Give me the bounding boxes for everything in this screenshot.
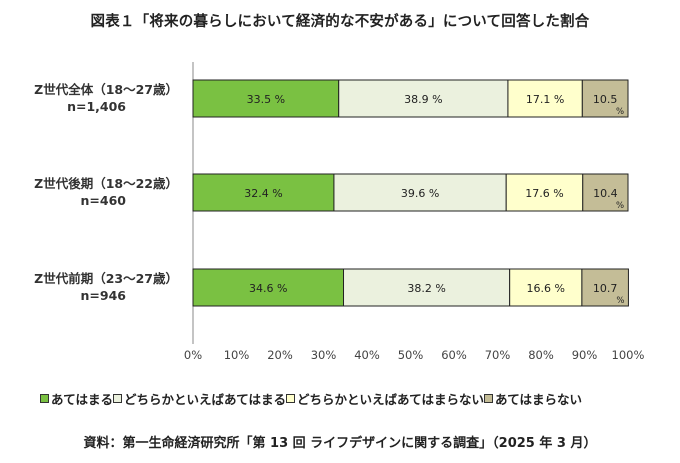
data-label: 17.1 % <box>526 93 564 106</box>
x-tick-label: 70% <box>485 348 511 362</box>
category-n-label: n=1,406 <box>67 99 126 114</box>
legend-label: どちらかといえばあてはまらない <box>297 392 485 407</box>
x-tick-label: 20% <box>267 348 293 362</box>
percent-sign: % <box>616 107 624 117</box>
x-tick-label: 10% <box>224 348 250 362</box>
bar-segment <box>505 173 584 212</box>
percent-sign: % <box>616 201 624 211</box>
legend-label: どちらかといえばあてはまる <box>124 392 287 407</box>
legend-label: あてはまる <box>51 392 114 407</box>
chart-legend: あてはまる どちらかといえばあてはまる どちらかといえばあてはまらない あてはまらない <box>40 389 660 408</box>
data-label: 34.6 % <box>249 282 287 295</box>
legend-swatch <box>286 394 296 403</box>
category-label: Z世代前期（23～27歳） <box>34 271 178 286</box>
legend-swatch <box>113 394 123 403</box>
x-tick-label: 60% <box>441 348 467 362</box>
legend-label: あてはまらない <box>495 392 583 407</box>
x-tick-label: 40% <box>354 348 380 362</box>
legend-swatch <box>484 394 494 403</box>
chart-title: 図表１「将来の暮らしにおいて経済的な不安がある」について回答した割合 <box>90 14 590 30</box>
data-label: 10.7 <box>593 282 618 295</box>
data-label: 10.4 <box>593 187 618 200</box>
legend-item: あてはまる <box>40 389 113 408</box>
legend-item: どちらかといえばあてはまらない <box>286 389 484 408</box>
category-label: Z世代全体（18～27歳） <box>34 82 178 97</box>
category-label: Z世代後期（18～22歳） <box>34 176 178 191</box>
bar-segment <box>343 268 511 307</box>
x-tick-label: 0% <box>184 348 202 362</box>
legend-item: あてはまらない <box>484 389 582 408</box>
x-tick-label: 50% <box>398 348 424 362</box>
source-note: 資料：第一生命経済研究所「第 13 回 ライフデザインに関する調査」（2025 … <box>83 436 597 451</box>
bar-segment <box>333 173 507 212</box>
category-n-label: n=460 <box>81 193 127 208</box>
data-label: 38.9 % <box>404 93 442 106</box>
bar-segment <box>192 79 340 118</box>
legend-swatch <box>40 394 49 403</box>
bar-segment <box>338 79 509 118</box>
data-label: 39.6 % <box>401 187 439 200</box>
category-n-label: n=946 <box>81 288 127 303</box>
bar-segment <box>192 173 335 212</box>
bar-segment <box>582 173 629 212</box>
x-tick-label: 90% <box>572 348 598 362</box>
bar-segment <box>581 79 629 118</box>
data-label: 38.2 % <box>407 282 445 295</box>
x-tick-label: 100% <box>612 348 645 362</box>
legend-item: どちらかといえばあてはまる <box>113 389 286 408</box>
data-label: 17.6 % <box>525 187 563 200</box>
data-label: 16.6 % <box>527 282 565 295</box>
data-label: 33.5 % <box>247 93 285 106</box>
x-tick-label: 30% <box>311 348 337 362</box>
data-label: 10.5 <box>593 93 618 106</box>
x-tick-label: 80% <box>528 348 554 362</box>
bar-segment <box>581 268 629 307</box>
percent-sign: % <box>616 296 624 306</box>
data-label: 32.4 % <box>244 187 282 200</box>
